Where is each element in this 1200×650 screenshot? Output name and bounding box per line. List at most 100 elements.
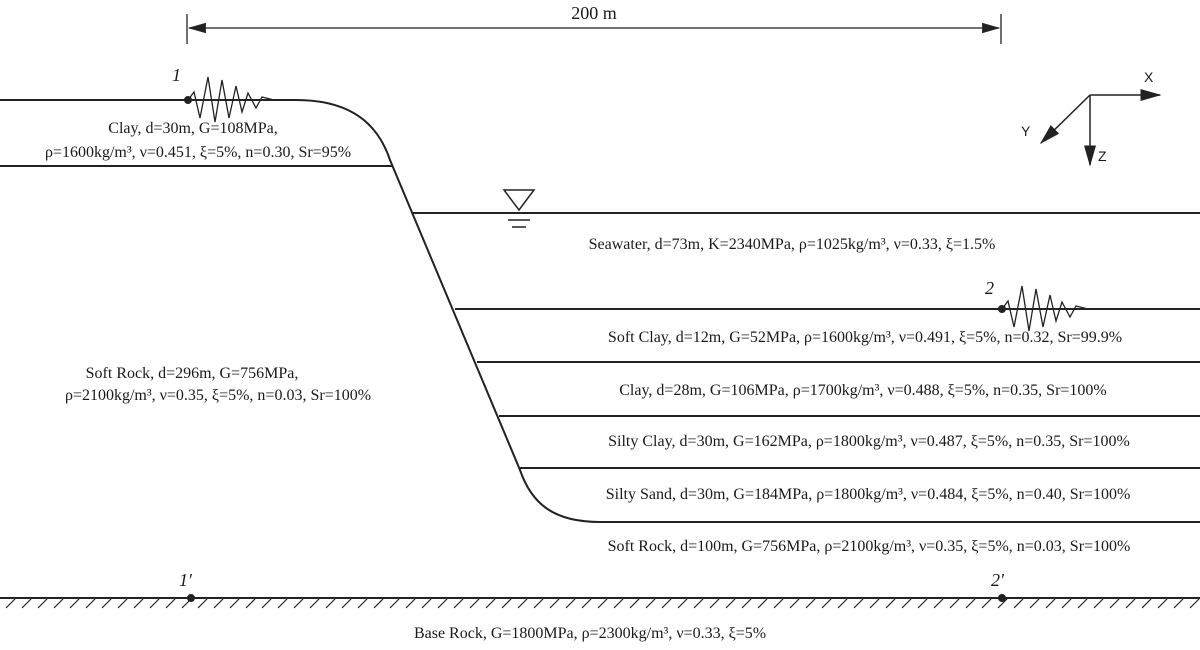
hatch-mark (69, 598, 80, 609)
hatch-mark (1045, 598, 1056, 609)
hatch-mark (341, 598, 352, 609)
hatch-mark (485, 598, 496, 609)
hatch-mark (533, 598, 544, 609)
point-2b-label: 2′ (991, 570, 1004, 590)
clay-right-label: Clay, d=28m, G=106MPa, ρ=1700kg/m³, ν=0.… (619, 382, 1107, 399)
hatch-mark (1109, 598, 1120, 609)
hatch-mark (277, 598, 288, 609)
dimension-label: 200 m (571, 3, 617, 23)
hatch-mark (661, 598, 672, 609)
hatch-mark (373, 598, 384, 609)
hatch-mark (85, 598, 96, 609)
hatch-mark (165, 598, 176, 609)
hatch-mark (565, 598, 576, 609)
base-rock-label: Base Rock, G=1800MPa, ρ=2300kg/m³, ν=0.3… (413, 625, 767, 642)
coordinate-axes (1039, 89, 1162, 167)
point-2-label: 2 (985, 278, 994, 298)
point-1b-marker (187, 594, 195, 602)
hatch-mark (1157, 598, 1168, 609)
hatch-mark (725, 598, 736, 609)
hatch-mark (581, 598, 592, 609)
dimension-line (186, 14, 1002, 44)
hatch-mark (5, 598, 16, 609)
hatch-mark (261, 598, 272, 609)
seawater-label: Seawater, d=73m, K=2340MPa, ρ=1025kg/m³,… (588, 236, 996, 253)
hatch-mark (309, 598, 320, 609)
y-axis-label: Y (1021, 123, 1031, 139)
hatch-mark (757, 598, 768, 609)
base-rock-hatching (5, 598, 1200, 609)
hatch-mark (789, 598, 800, 609)
hatch-mark (805, 598, 816, 609)
hatch-mark (597, 598, 608, 609)
hatch-mark (917, 598, 928, 609)
hatch-mark (949, 598, 960, 609)
hatch-mark (677, 598, 688, 609)
hatch-mark (53, 598, 64, 609)
point-1b-label: 1′ (179, 570, 192, 590)
hatch-mark (741, 598, 752, 609)
hatch-mark (197, 598, 208, 609)
hatch-mark (1029, 598, 1040, 609)
clay-top-label-line2: ρ=1600kg/m³, ν=0.451, ξ=5%, n=0.30, Sr=9… (44, 144, 352, 161)
soft-rock-left-label-line2: ρ=2100kg/m³, ν=0.35, ξ=5%, n=0.03, Sr=10… (64, 387, 372, 404)
z-axis-label: Z (1098, 148, 1107, 164)
hatch-mark (501, 598, 512, 609)
hatch-mark (421, 598, 432, 609)
point-2b-marker (998, 594, 1006, 602)
hatch-mark (517, 598, 528, 609)
hatch-mark (965, 598, 976, 609)
hatch-mark (693, 598, 704, 609)
hatch-mark (1061, 598, 1072, 609)
hatch-mark (21, 598, 32, 609)
hatch-mark (213, 598, 224, 609)
clay-top-label-line1: Clay, d=30m, G=108MPa, (108, 120, 278, 137)
hatch-mark (229, 598, 240, 609)
point-1-label: 1 (172, 65, 181, 85)
hatch-mark (437, 598, 448, 609)
hatch-mark (389, 598, 400, 609)
hatch-mark (117, 598, 128, 609)
hatch-mark (101, 598, 112, 609)
hatch-mark (1077, 598, 1088, 609)
hatch-mark (149, 598, 160, 609)
hatch-mark (293, 598, 304, 609)
ground-surface-profile (0, 99, 1200, 523)
hatch-mark (837, 598, 848, 609)
hatch-mark (709, 598, 720, 609)
hatch-mark (1141, 598, 1152, 609)
hatch-mark (821, 598, 832, 609)
seismogram-icon-1 (187, 76, 275, 123)
hatch-mark (933, 598, 944, 609)
hatch-mark (1013, 598, 1024, 609)
hatch-mark (133, 598, 144, 609)
water-level-icon (502, 189, 536, 228)
hatch-mark (245, 598, 256, 609)
hatch-mark (869, 598, 880, 609)
soft-clay-label: Soft Clay, d=12m, G=52MPa, ρ=1600kg/m³, … (607, 329, 1123, 346)
hatch-mark (1125, 598, 1136, 609)
hatch-mark (549, 598, 560, 609)
hatch-mark (773, 598, 784, 609)
hatch-mark (981, 598, 992, 609)
hatch-mark (901, 598, 912, 609)
hatch-mark (469, 598, 480, 609)
hatch-mark (853, 598, 864, 609)
soft-rock-left-label-line1: Soft Rock, d=296m, G=756MPa, (85, 365, 299, 382)
hatch-mark (325, 598, 336, 609)
hatch-mark (645, 598, 656, 609)
hatch-mark (1093, 598, 1104, 609)
hatch-mark (1173, 598, 1184, 609)
hatch-mark (357, 598, 368, 609)
hatch-mark (885, 598, 896, 609)
hatch-mark (453, 598, 464, 609)
layer-boundaries (0, 165, 1200, 469)
seismogram-icon-2 (1001, 285, 1089, 332)
x-axis-label: X (1144, 69, 1154, 85)
hatch-mark (997, 598, 1008, 609)
hatch-mark (37, 598, 48, 609)
hatch-mark (1189, 598, 1200, 609)
hatch-mark (629, 598, 640, 609)
